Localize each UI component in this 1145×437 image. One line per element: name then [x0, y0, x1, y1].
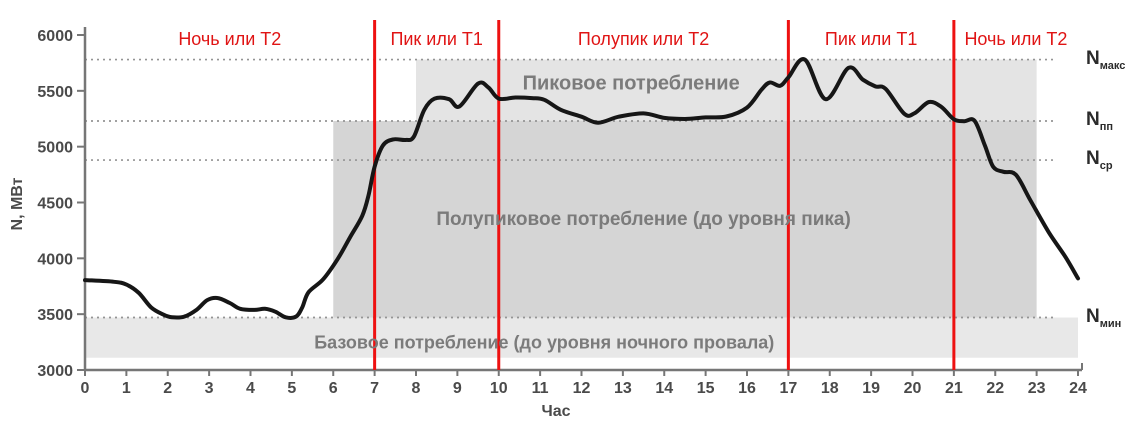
- y-tick-label-5000: 5000: [37, 140, 73, 157]
- y-tick-label-3000: 3000: [37, 363, 73, 380]
- x-tick-label-1: 1: [122, 380, 131, 397]
- zone-base: [85, 317, 1078, 358]
- zone-peak: [416, 59, 1037, 121]
- x-tick-label-2: 2: [163, 380, 172, 397]
- x-tick-label-7: 7: [370, 380, 379, 397]
- x-tick-label-12: 12: [573, 380, 591, 397]
- y-tick-label-4000: 4000: [37, 251, 73, 268]
- x-tick-label-17: 17: [779, 380, 797, 397]
- x-tick-label-23: 23: [1028, 380, 1046, 397]
- x-tick-label-0: 0: [81, 380, 90, 397]
- y-tick-label-6000: 6000: [37, 28, 73, 45]
- x-tick-label-22: 22: [986, 380, 1004, 397]
- x-tick-label-10: 10: [490, 380, 508, 397]
- y-tick-label-3500: 3500: [37, 307, 73, 324]
- x-tick-label-11: 11: [532, 380, 549, 397]
- y-tick-label-5500: 5500: [37, 84, 73, 101]
- x-tick-label-16: 16: [738, 380, 756, 397]
- x-tick-label-15: 15: [697, 380, 715, 397]
- y-axis-title: N, МВт: [9, 177, 26, 231]
- x-tick-label-24: 24: [1069, 380, 1087, 397]
- x-tick-label-13: 13: [614, 380, 632, 397]
- x-tick-label-19: 19: [862, 380, 880, 397]
- x-tick-label-18: 18: [821, 380, 839, 397]
- x-tick-label-3: 3: [205, 380, 214, 397]
- x-tick-label-5: 5: [287, 380, 296, 397]
- x-tick-label-8: 8: [412, 380, 421, 397]
- x-tick-label-20: 20: [904, 380, 922, 397]
- x-tick-label-9: 9: [453, 380, 462, 397]
- x-tick-label-21: 21: [945, 380, 963, 397]
- x-tick-label-6: 6: [329, 380, 338, 397]
- x-axis-title: Час: [541, 403, 571, 420]
- load-curve: [83, 57, 1080, 320]
- y-tick-label-4500: 4500: [37, 196, 73, 213]
- x-tick-label-4: 4: [246, 380, 255, 397]
- zone-semi-peak: [333, 120, 1037, 318]
- x-tick-label-14: 14: [655, 380, 673, 397]
